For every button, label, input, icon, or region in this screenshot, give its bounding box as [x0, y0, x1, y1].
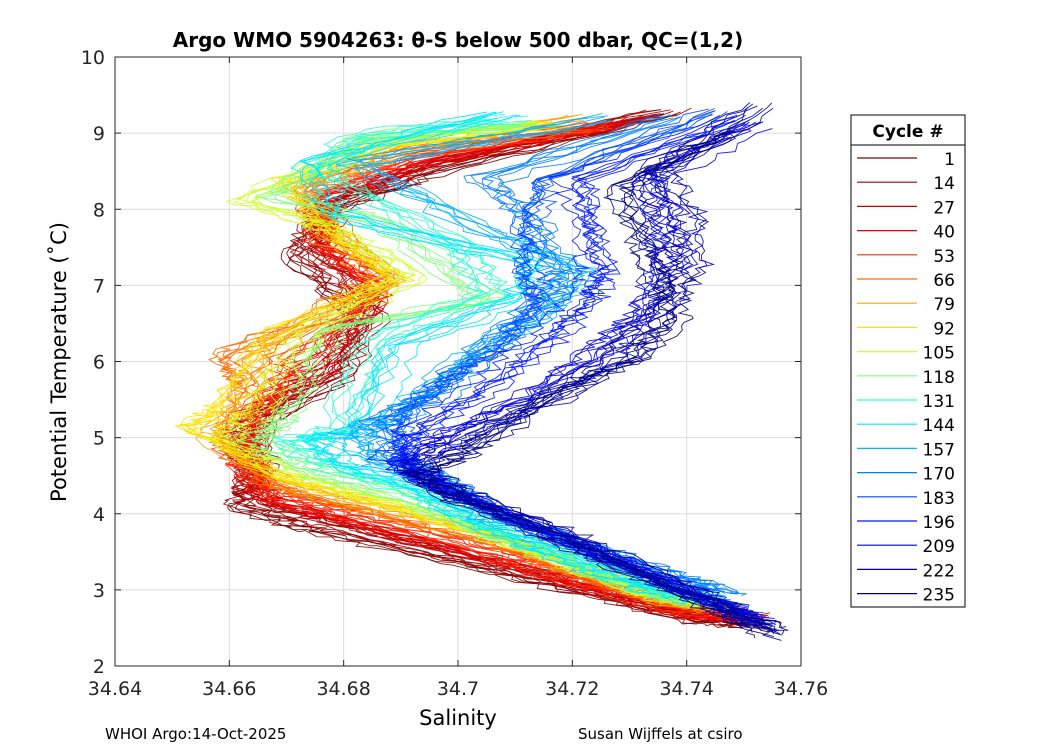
series-trace: [388, 119, 757, 623]
y-tick-label: 7: [93, 275, 105, 297]
series-trace: [396, 102, 769, 630]
footer-author: Susan Wijffels at csiro: [578, 725, 743, 743]
y-tick-label: 8: [93, 199, 105, 221]
legend-label: 183: [923, 489, 955, 509]
y-tick-label: 2: [93, 656, 105, 678]
series-trace: [327, 117, 708, 600]
series-trace: [207, 124, 699, 609]
legend-title: Cycle #: [872, 122, 943, 142]
axes: 34.64 34.66 34.68 34.7 34.72 34.74 34.76 2 3 4 5 6 7…: [81, 47, 828, 700]
y-tick-label: 10: [81, 47, 105, 69]
series-trace: [420, 102, 787, 628]
x-tick-label: 34.68: [316, 678, 370, 700]
series-trace: [394, 123, 761, 628]
legend-label: 144: [923, 416, 955, 436]
y-tick-label: 3: [93, 580, 105, 602]
series-trace: [410, 131, 782, 636]
legend-label: 53: [933, 247, 955, 267]
series-trace: [400, 120, 765, 624]
series-trace: [239, 127, 689, 609]
legend-label: 209: [923, 537, 955, 557]
legend-label: 235: [923, 586, 955, 606]
legend-label: 27: [933, 198, 955, 218]
y-tick-label: 5: [93, 428, 105, 450]
legend-label: 157: [923, 440, 955, 460]
legend-label: 196: [923, 513, 955, 533]
legend-label: 222: [923, 561, 955, 581]
series-trace: [419, 136, 782, 641]
footer-source: WHOI Argo:14-Oct-2025: [105, 725, 287, 743]
legend-label: 79: [933, 295, 955, 315]
x-tick-label: 34.64: [88, 678, 142, 700]
x-tick-label: 34.7: [437, 678, 479, 700]
series-trace: [301, 116, 686, 603]
series-trace: [395, 114, 742, 619]
series-235: [403, 129, 789, 641]
series-trace: [427, 130, 785, 635]
legend-label: 105: [923, 344, 955, 364]
series-trace: [384, 122, 757, 626]
y-tick-label: 6: [93, 352, 105, 374]
y-tick-label: 4: [93, 504, 105, 526]
x-tick-label: 34.74: [659, 678, 713, 700]
series-trace: [414, 129, 775, 635]
series-trace: [403, 134, 756, 639]
series-group: [173, 102, 789, 641]
legend: Cycle # 1 14 27 40 53 66 79 92 105 118 131 144 157 17…: [850, 114, 966, 608]
series-trace: [301, 112, 686, 598]
x-axis-label: Salinity: [419, 706, 497, 730]
x-tick-label: 34.72: [545, 678, 599, 700]
legend-label: 1: [944, 150, 955, 170]
series-trace: [415, 128, 779, 632]
legend-label: 14: [933, 174, 955, 194]
legend-box: [850, 114, 966, 608]
chart-title: Argo WMO 5904263: θ-S below 500 dbar, QC…: [173, 28, 743, 52]
legend-label: 118: [923, 368, 955, 388]
legend-label: 170: [923, 465, 955, 485]
x-tick-label: 34.76: [774, 678, 828, 700]
legend-label: 66: [933, 271, 955, 291]
legend-label: 92: [933, 319, 955, 339]
y-tick-label: 9: [93, 123, 105, 145]
legend-label: 131: [923, 392, 955, 412]
x-tick-label: 34.66: [202, 678, 256, 700]
legend-entries: 1 14 27 40 53 66 79 92 105 118 131 144 157 170 183 196 2…: [857, 150, 955, 606]
series-trace: [437, 129, 789, 631]
y-axis-label: Potential Temperature (˚C): [47, 222, 71, 502]
legend-label: 40: [933, 223, 955, 243]
